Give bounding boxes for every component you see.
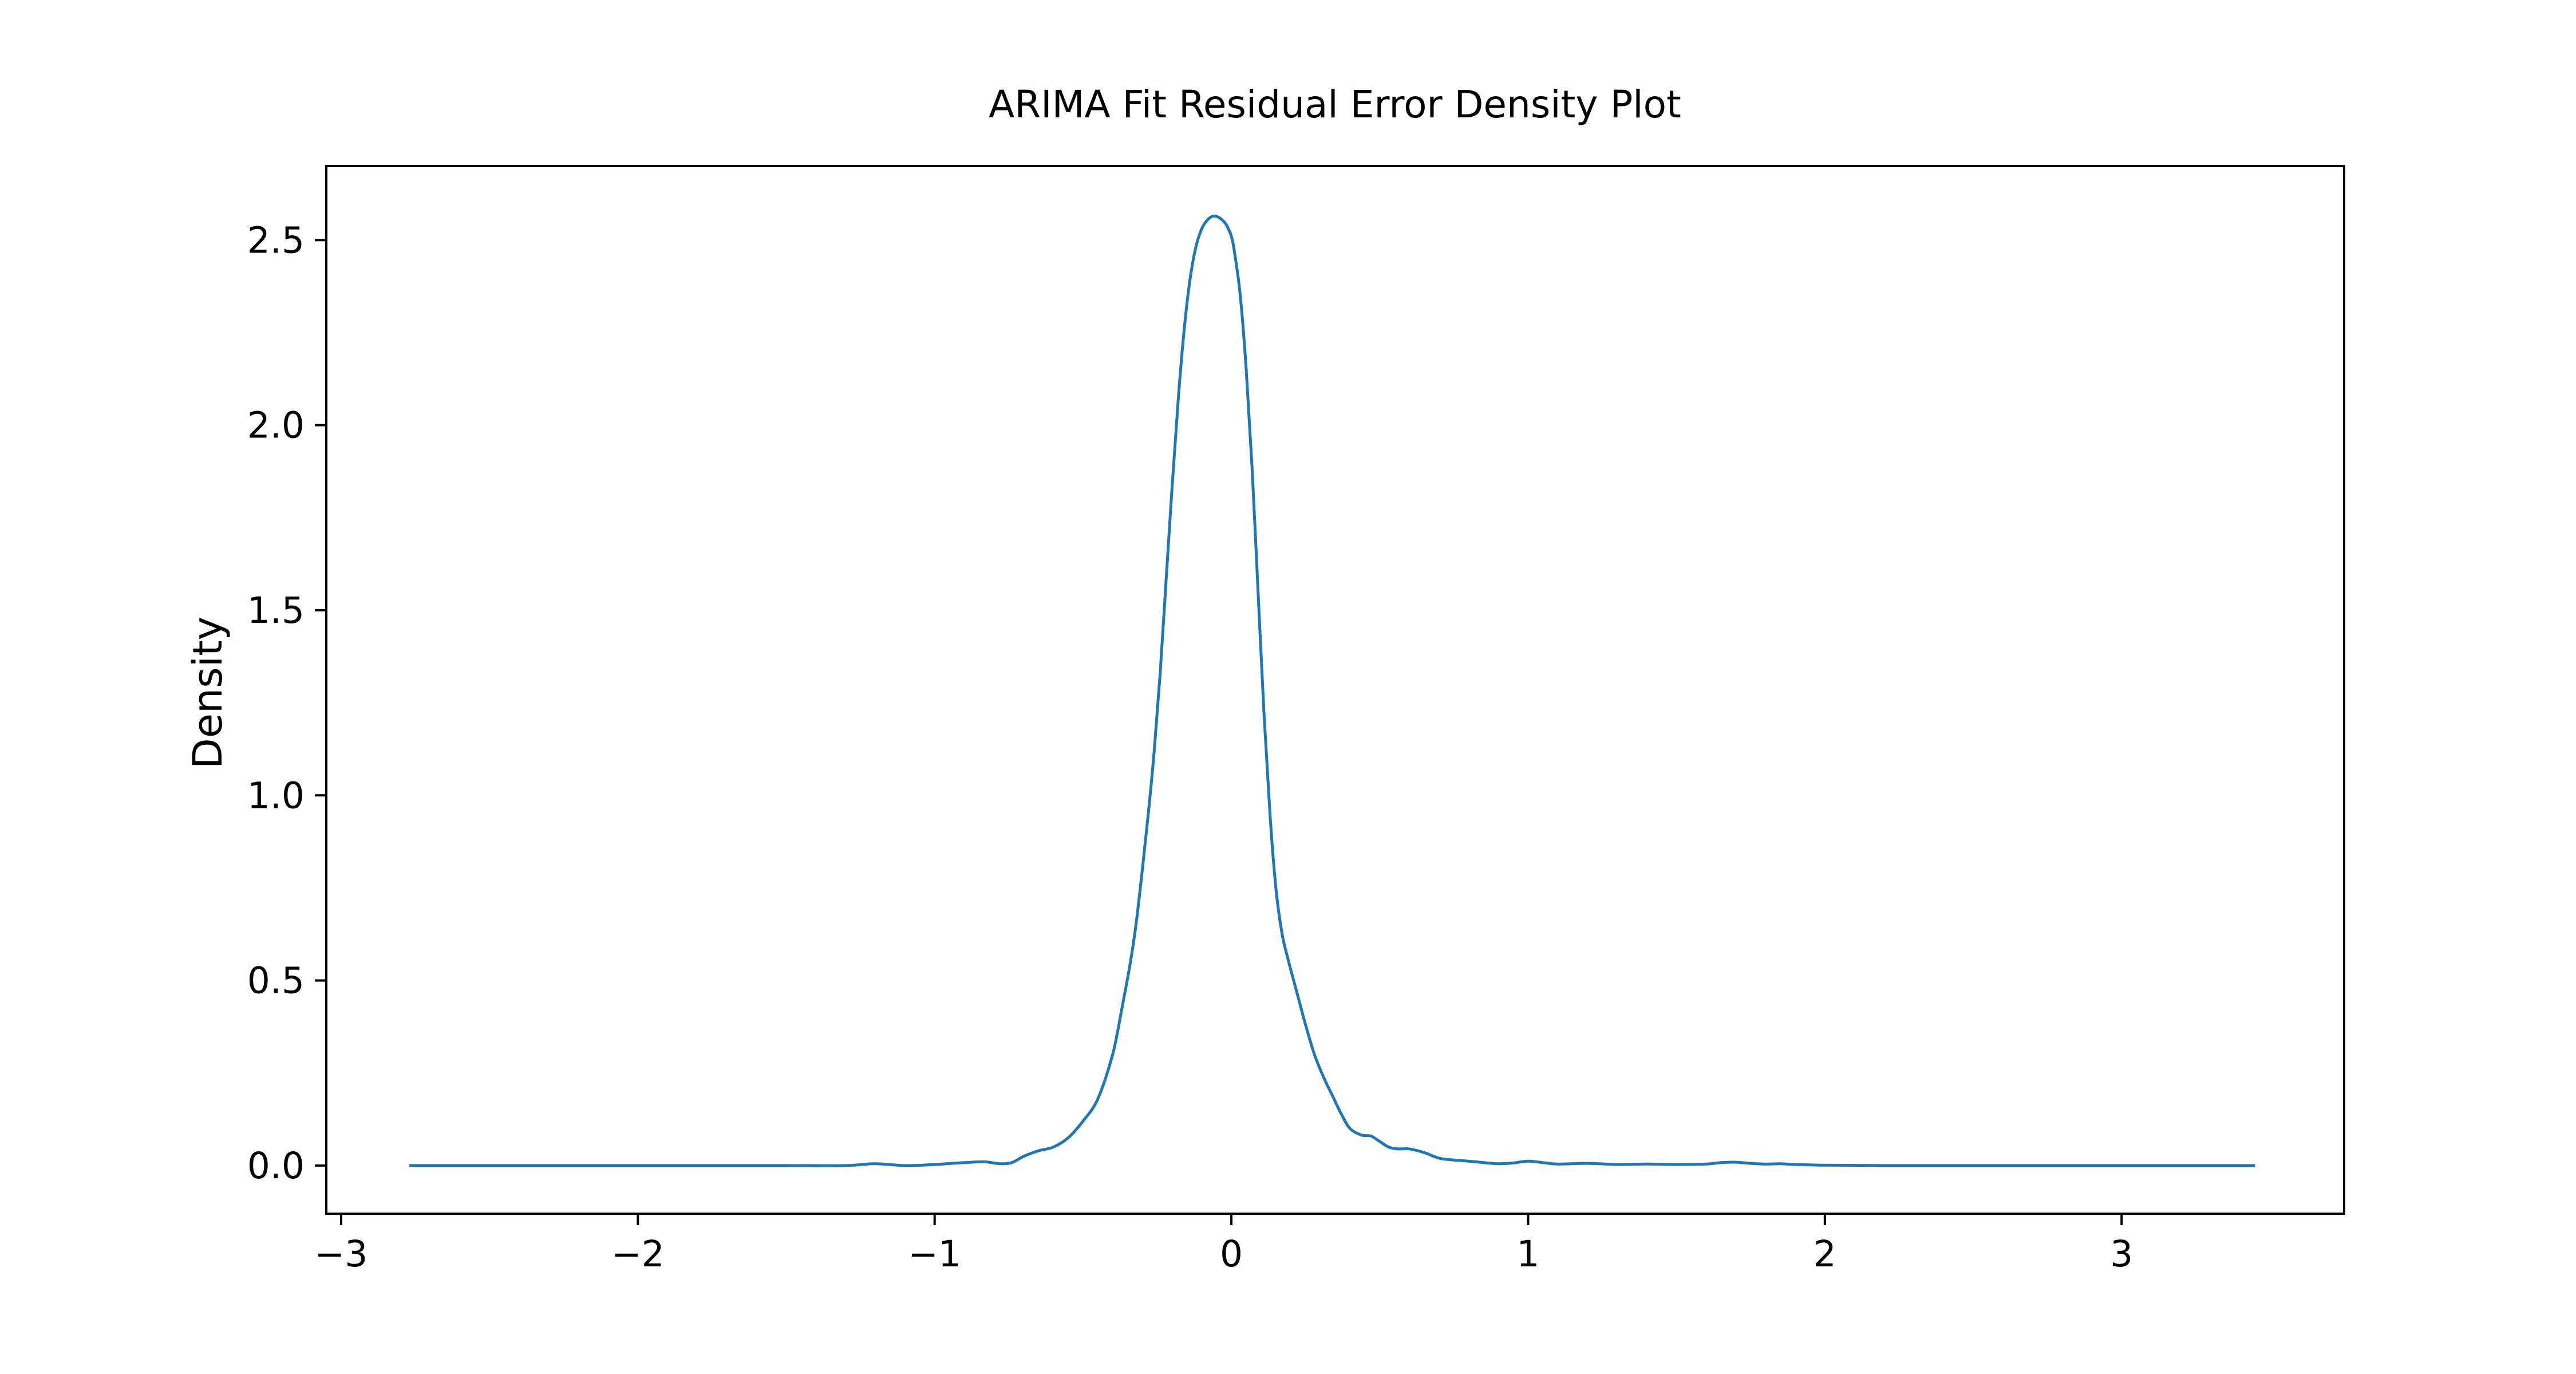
- x-tick-label: 2: [1814, 1233, 1836, 1275]
- y-axis-ticks: 0.0 0.5 1.0 1.5 2.0 2.5: [247, 219, 326, 1187]
- x-tick-label: 3: [2110, 1233, 2133, 1275]
- chart-title: ARIMA Fit Residual Error Density Plot: [989, 82, 1681, 127]
- x-axis-ticks: −3 −2 −1 0 1 2 3: [314, 1214, 2133, 1275]
- density-series: [409, 214, 2255, 1167]
- y-tick-label: 0.5: [247, 960, 305, 1002]
- y-axis-label: Density: [184, 617, 231, 769]
- x-tick-label: −1: [908, 1233, 961, 1275]
- plot-frame: [325, 165, 2345, 1215]
- y-tick-label: 0.0: [247, 1145, 305, 1187]
- density-line: [409, 214, 2255, 1167]
- y-tick-label: 1.0: [247, 775, 305, 816]
- x-tick-label: −2: [611, 1233, 665, 1275]
- x-tick-label: −3: [314, 1233, 368, 1275]
- y-tick-label: 2.0: [247, 405, 305, 447]
- y-tick-label: 2.5: [247, 219, 305, 261]
- x-tick-label: 0: [1220, 1233, 1243, 1275]
- y-tick-label: 1.5: [247, 590, 305, 631]
- x-tick-label: 1: [1516, 1233, 1539, 1275]
